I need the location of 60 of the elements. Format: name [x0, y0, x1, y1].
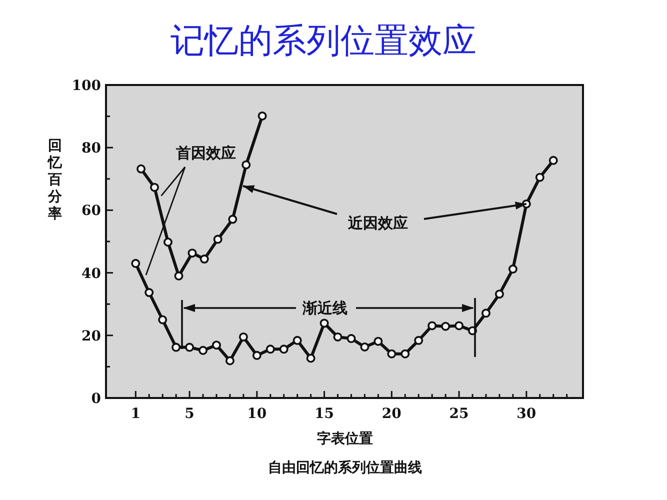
point — [172, 342, 181, 352]
point — [360, 342, 370, 352]
y-tick-label: 40 — [82, 266, 102, 282]
point — [150, 182, 160, 192]
point — [333, 332, 342, 342]
point — [198, 346, 208, 355]
point — [508, 264, 518, 274]
point — [292, 336, 302, 345]
point — [158, 315, 168, 324]
point — [414, 336, 424, 345]
point — [242, 160, 251, 170]
y-tick-label: 100 — [72, 78, 102, 94]
point — [320, 318, 329, 328]
point — [441, 322, 450, 331]
y-tick-label: 20 — [82, 328, 102, 344]
annotation: 近因效应 — [347, 214, 408, 232]
point — [163, 238, 172, 247]
x-tick-label: 20 — [382, 406, 402, 422]
point — [188, 248, 197, 258]
point — [279, 344, 288, 354]
x-tick-label: 5 — [184, 406, 194, 422]
x-tick-label: 30 — [516, 406, 536, 422]
point — [454, 321, 464, 330]
point — [174, 271, 184, 280]
point — [494, 290, 504, 299]
point — [136, 164, 146, 174]
y-axis-title: 回忆百分率 — [47, 138, 63, 222]
point — [213, 234, 222, 244]
point — [428, 321, 437, 330]
point — [400, 349, 410, 358]
point — [238, 332, 248, 342]
chart-title: 记忆的系列位置效应 — [170, 21, 476, 61]
point — [212, 340, 221, 350]
x-tick-label: 1 — [130, 406, 141, 422]
x-tick-label: 10 — [247, 406, 267, 422]
point — [535, 172, 544, 182]
point — [374, 336, 383, 346]
point — [387, 349, 396, 358]
annotation: 首因效应 — [175, 144, 236, 162]
annotation: 渐近线 — [302, 299, 348, 317]
point — [548, 156, 558, 165]
point — [131, 258, 140, 268]
y-tick-label: 0 — [91, 391, 102, 407]
x-tick-label: 15 — [314, 406, 334, 422]
point — [144, 288, 154, 298]
point — [185, 342, 194, 352]
x-axis-title: 字表位置 — [317, 430, 373, 447]
point — [225, 356, 234, 366]
point — [252, 350, 262, 360]
y-tick-label: 60 — [82, 203, 102, 220]
text: 自由回忆的系列位置曲线 — [268, 460, 422, 476]
point — [306, 354, 316, 363]
point — [346, 334, 356, 344]
x-tick-label: 25 — [449, 406, 469, 422]
point — [258, 111, 267, 120]
point — [200, 254, 209, 264]
point — [228, 214, 238, 224]
point — [266, 344, 275, 354]
y-tick-label: 80 — [82, 140, 102, 157]
point — [481, 308, 490, 318]
